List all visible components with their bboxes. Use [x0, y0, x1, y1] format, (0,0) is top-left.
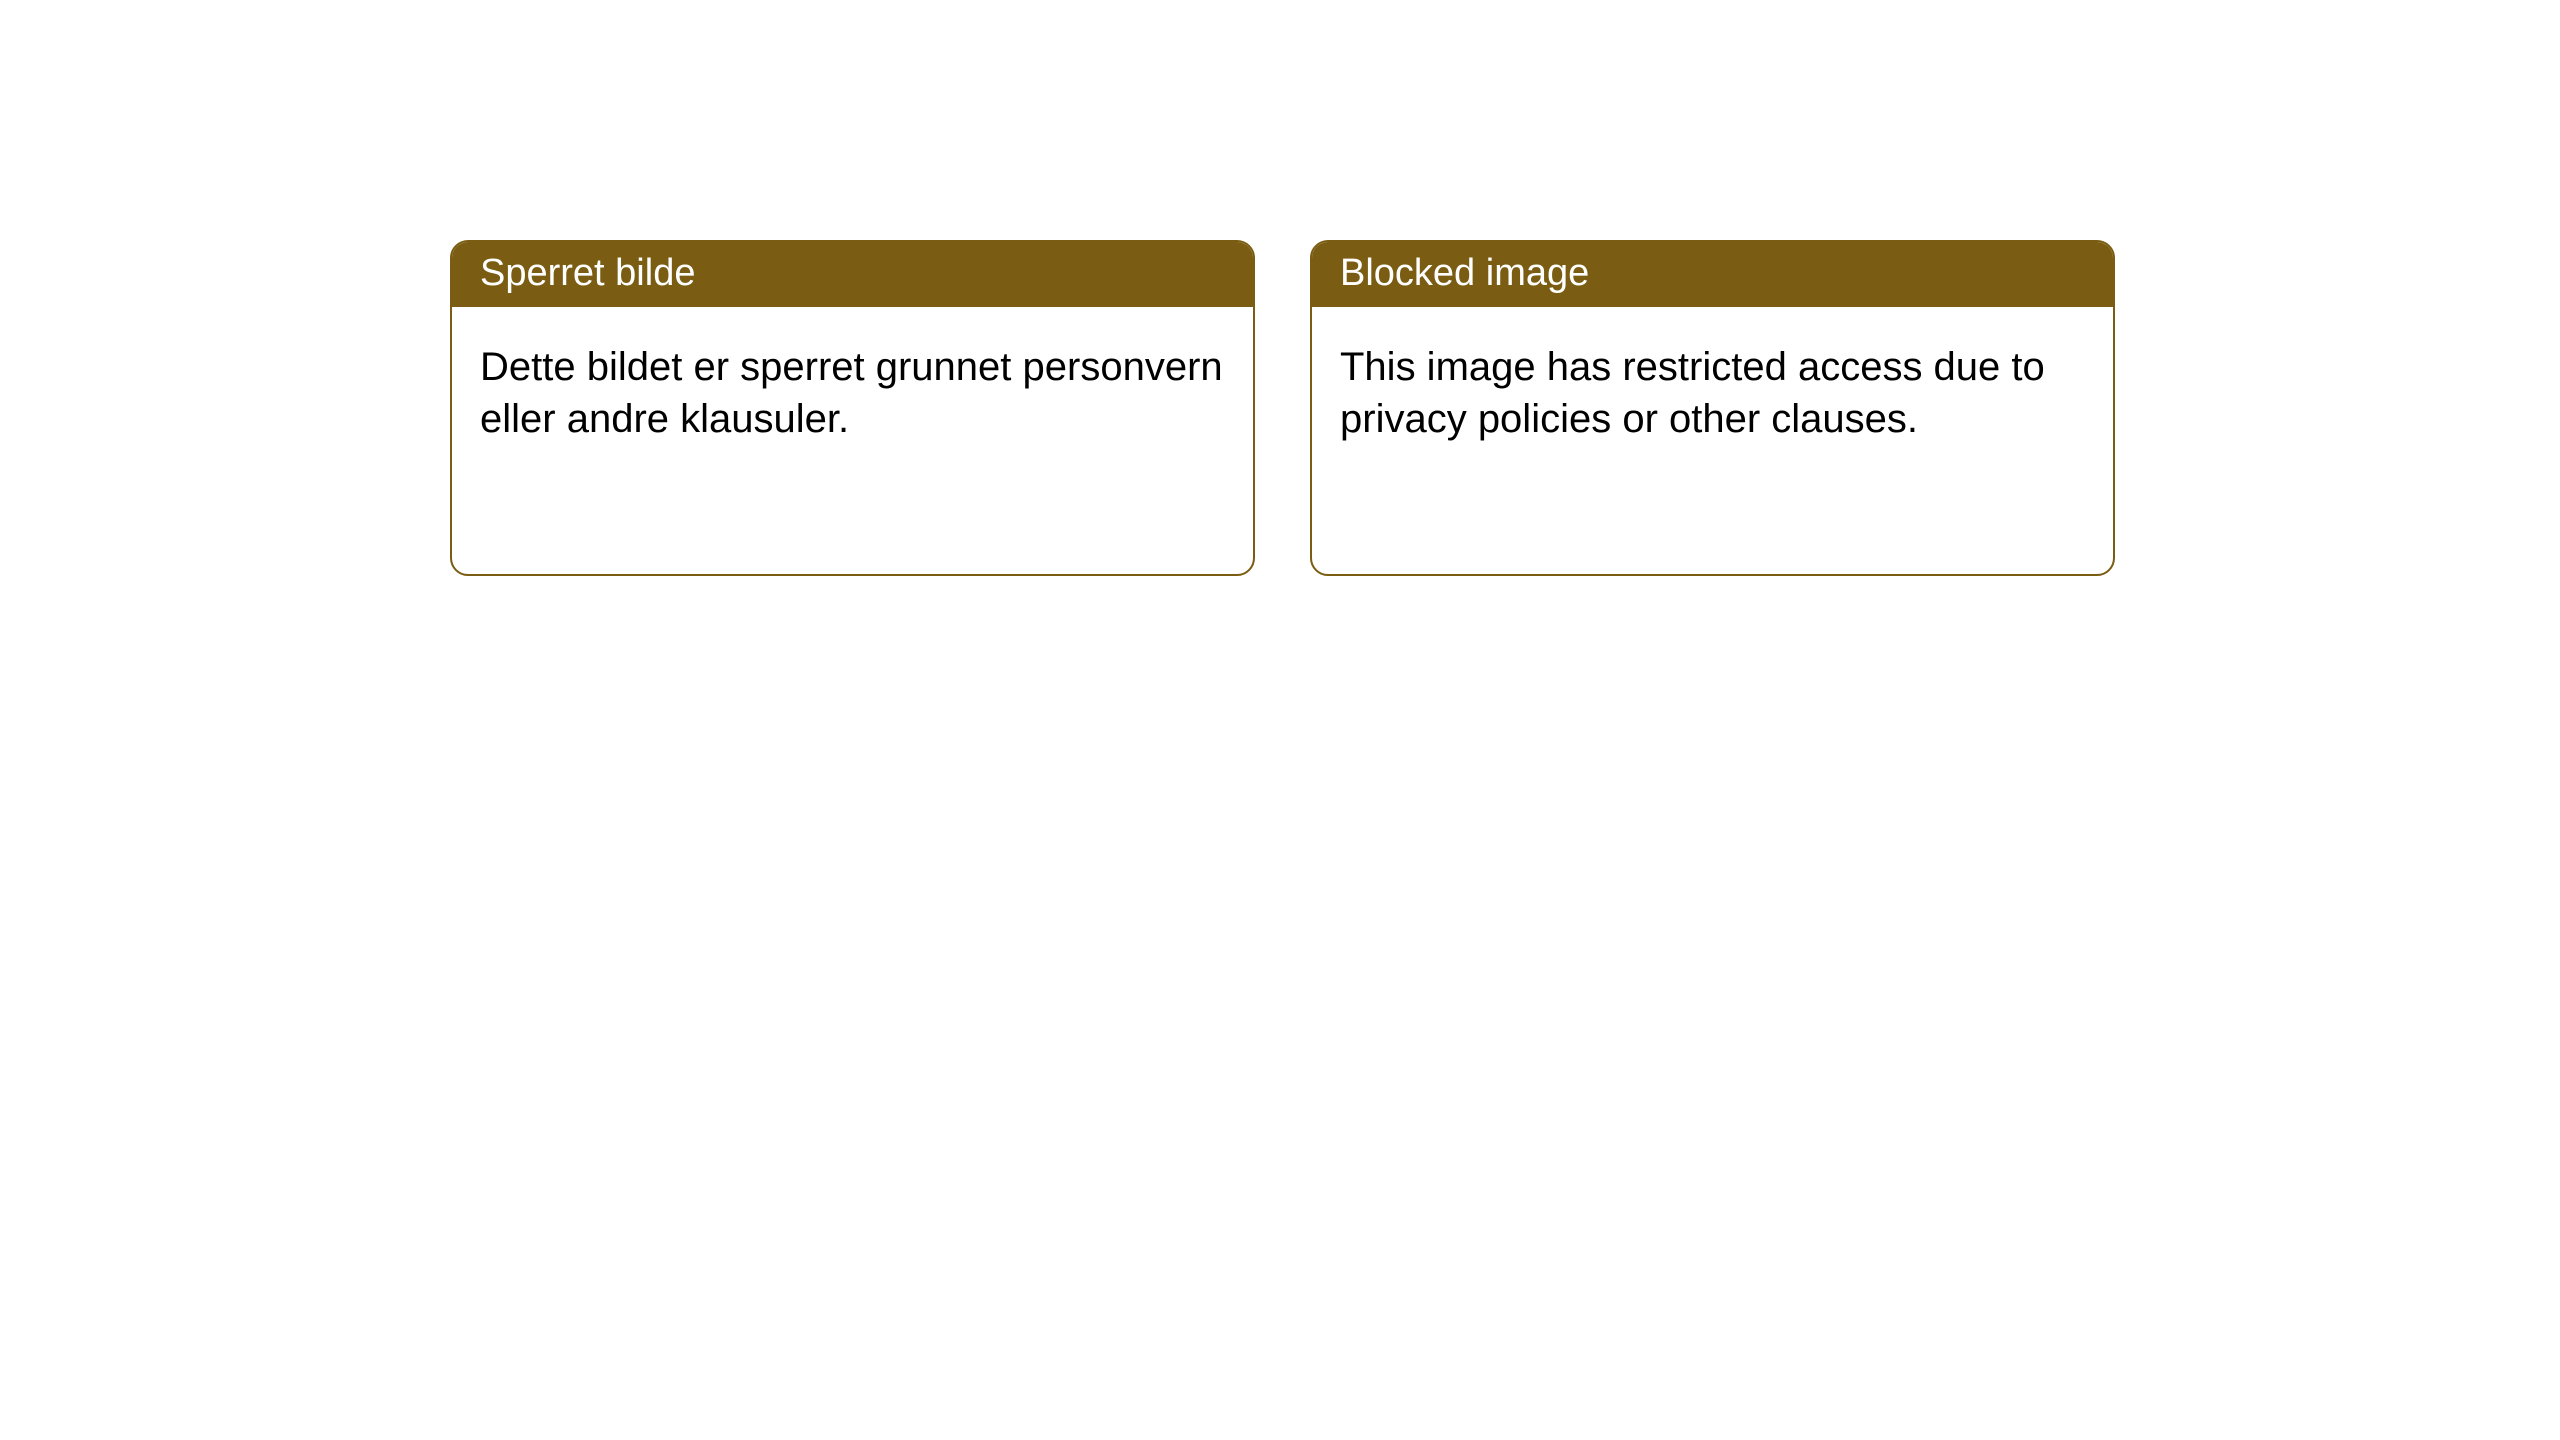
card-body-text: This image has restricted access due to …: [1340, 345, 2045, 441]
card-title: Blocked image: [1340, 252, 1589, 294]
card-header: Sperret bilde: [452, 242, 1253, 307]
blocked-image-card-norwegian: Sperret bilde Dette bildet er sperret gr…: [450, 240, 1255, 576]
card-body: This image has restricted access due to …: [1312, 307, 2113, 479]
blocked-image-card-english: Blocked image This image has restricted …: [1310, 240, 2115, 576]
card-body-text: Dette bildet er sperret grunnet personve…: [480, 345, 1223, 441]
card-header: Blocked image: [1312, 242, 2113, 307]
card-body: Dette bildet er sperret grunnet personve…: [452, 307, 1253, 479]
card-title: Sperret bilde: [480, 252, 695, 294]
notice-cards-container: Sperret bilde Dette bildet er sperret gr…: [0, 0, 2560, 576]
